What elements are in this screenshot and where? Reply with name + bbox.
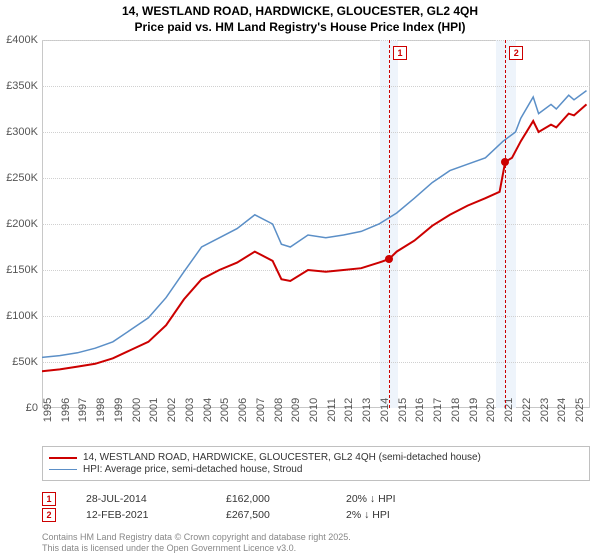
transaction-delta: 2% ↓ HPI <box>346 509 466 521</box>
transactions-table: 1 28-JUL-2014£162,00020% ↓ HPI 2 12-FEB-202… <box>42 490 590 524</box>
transaction-dot <box>385 255 393 263</box>
transaction-price: £267,500 <box>226 509 346 521</box>
copyright-block: Contains HM Land Registry data © Crown c… <box>42 532 351 554</box>
y-axis-label: £350K <box>6 80 38 92</box>
y-axis-label: £150K <box>6 264 38 276</box>
y-axis-label: £400K <box>6 34 38 46</box>
legend-label: 14, WESTLAND ROAD, HARDWICKE, GLOUCESTER… <box>83 452 481 463</box>
title-block: 14, WESTLAND ROAD, HARDWICKE, GLOUCESTER… <box>0 0 600 37</box>
legend-swatch <box>49 469 77 470</box>
transaction-dot <box>501 158 509 166</box>
legend-item: 14, WESTLAND ROAD, HARDWICKE, GLOUCESTER… <box>49 452 583 463</box>
title-line-1: 14, WESTLAND ROAD, HARDWICKE, GLOUCESTER… <box>0 4 600 20</box>
y-axis-label: £250K <box>6 172 38 184</box>
y-axis-label: £0 <box>26 402 38 414</box>
copyright-line-2: This data is licensed under the Open Gov… <box>42 543 351 554</box>
legend-box: 14, WESTLAND ROAD, HARDWICKE, GLOUCESTER… <box>42 446 590 481</box>
chart-container: 14, WESTLAND ROAD, HARDWICKE, GLOUCESTER… <box>0 0 600 560</box>
y-axis-label: £200K <box>6 218 38 230</box>
chart-plot-area: £0£50K£100K£150K£200K£250K£300K£350K£400… <box>42 40 590 408</box>
y-axis-label: £50K <box>12 356 38 368</box>
series-svg <box>42 40 590 408</box>
legend-label: HPI: Average price, semi-detached house,… <box>83 464 302 475</box>
series-line-hpi <box>42 91 587 358</box>
legend-swatch <box>49 457 77 459</box>
transaction-row: 1 28-JUL-2014£162,00020% ↓ HPI <box>42 492 590 506</box>
transaction-delta: 20% ↓ HPI <box>346 493 466 505</box>
transaction-marker: 1 <box>42 492 56 506</box>
transaction-marker: 2 <box>42 508 56 522</box>
transaction-date: 28-JUL-2014 <box>86 493 226 505</box>
title-line-2: Price paid vs. HM Land Registry's House … <box>0 20 600 36</box>
y-axis-label: £100K <box>6 310 38 322</box>
transaction-row: 2 12-FEB-2021£267,5002% ↓ HPI <box>42 508 590 522</box>
transaction-date: 12-FEB-2021 <box>86 509 226 521</box>
y-axis-label: £300K <box>6 126 38 138</box>
legend-item: HPI: Average price, semi-detached house,… <box>49 464 583 475</box>
transaction-price: £162,000 <box>226 493 346 505</box>
copyright-line-1: Contains HM Land Registry data © Crown c… <box>42 532 351 543</box>
series-line-price_paid <box>42 104 587 371</box>
